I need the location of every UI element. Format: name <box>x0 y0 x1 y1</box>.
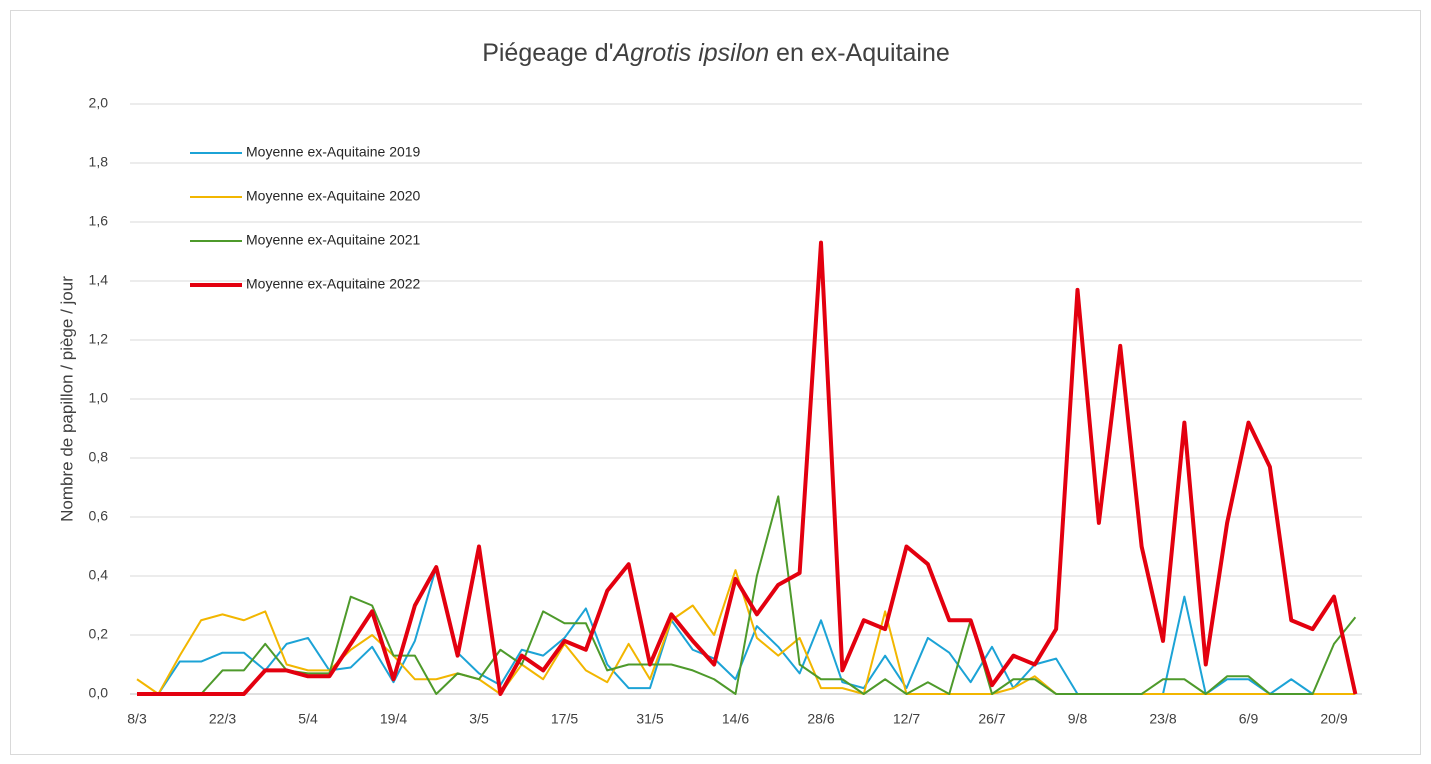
x-tick-label: 31/5 <box>636 711 663 727</box>
series-line <box>137 240 1358 696</box>
x-tick-label: 20/9 <box>1320 711 1347 727</box>
chart-title: Piégeage d'Agrotis ipsilon en ex-Aquitai… <box>482 39 950 67</box>
x-tick-label: 12/7 <box>893 711 920 727</box>
title-part: en ex-Aquitaine <box>769 39 950 67</box>
y-tick-label: 0,8 <box>89 449 109 465</box>
y-tick-label: 1,2 <box>89 331 109 347</box>
legend-label: Moyenne ex-Aquitaine 2022 <box>246 276 421 292</box>
y-tick-label: 0,6 <box>89 508 109 524</box>
legend-label: Moyenne ex-Aquitaine 2019 <box>246 144 421 160</box>
series-line <box>137 495 1357 695</box>
x-tick-label: 28/6 <box>807 711 834 727</box>
y-tick-label: 1,4 <box>89 272 109 288</box>
y-tick-label: 2,0 <box>89 95 109 111</box>
x-tick-label: 8/3 <box>127 711 147 727</box>
title-part: Piégeage d' <box>482 39 613 67</box>
y-tick-label: 0,4 <box>89 567 109 583</box>
x-tick-label: 26/7 <box>978 711 1005 727</box>
x-tick-label: 17/5 <box>551 711 578 727</box>
y-axis-label: Nombre de papillon / piège / jour <box>57 276 76 522</box>
x-tick-label: 6/9 <box>1239 711 1259 727</box>
x-tick-label: 23/8 <box>1149 711 1176 727</box>
y-tick-label: 1,6 <box>89 213 109 229</box>
x-tick-label: 22/3 <box>209 711 236 727</box>
y-tick-label: 1,0 <box>89 390 109 406</box>
legend-label: Moyenne ex-Aquitaine 2021 <box>246 232 421 248</box>
title-part: Agrotis ipsilon <box>611 39 769 67</box>
x-tick-label: 5/4 <box>298 711 318 727</box>
legend-label: Moyenne ex-Aquitaine 2020 <box>246 188 421 204</box>
y-tick-label: 0,0 <box>89 685 109 701</box>
x-tick-label: 14/6 <box>722 711 749 727</box>
y-tick-label: 0,2 <box>89 626 109 642</box>
y-tick-label: 1,8 <box>89 154 109 170</box>
x-tick-label: 3/5 <box>469 711 489 727</box>
x-tick-label: 9/8 <box>1068 711 1088 727</box>
x-tick-label: 19/4 <box>380 711 407 727</box>
